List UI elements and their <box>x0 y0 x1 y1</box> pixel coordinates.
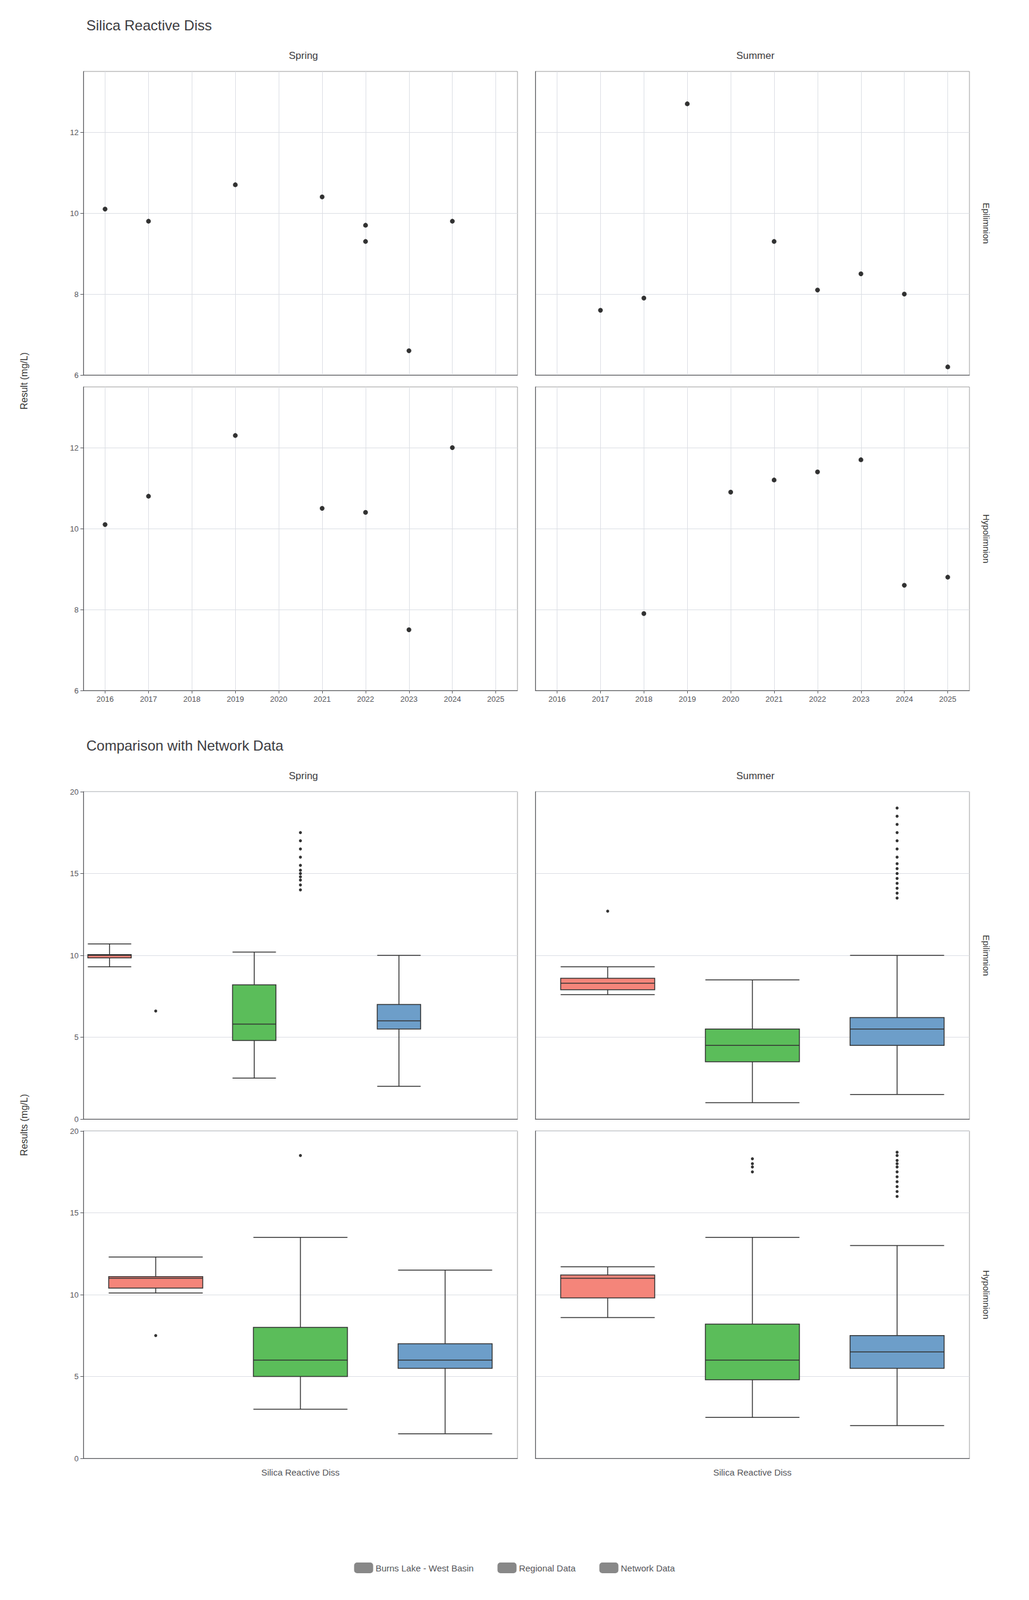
svg-text:Summer: Summer <box>736 50 775 62</box>
svg-text:12: 12 <box>70 128 79 137</box>
svg-text:Network Data: Network Data <box>620 1563 676 1574</box>
svg-text:2019: 2019 <box>226 694 245 704</box>
svg-text:2020: 2020 <box>722 694 740 704</box>
svg-text:2019: 2019 <box>678 694 697 704</box>
svg-text:5: 5 <box>74 1033 79 1043</box>
svg-text:2023: 2023 <box>852 694 870 704</box>
svg-text:Silica Reactive Diss: Silica Reactive Diss <box>261 1467 341 1478</box>
svg-text:Results (mg/L): Results (mg/L) <box>19 1094 30 1157</box>
svg-text:2017: 2017 <box>591 694 610 704</box>
svg-text:10: 10 <box>70 951 79 961</box>
svg-text:10: 10 <box>70 524 79 534</box>
svg-text:Result (mg/L): Result (mg/L) <box>19 352 30 410</box>
svg-text:2025: 2025 <box>939 694 957 704</box>
svg-text:Spring: Spring <box>288 770 318 782</box>
svg-text:10: 10 <box>70 209 79 218</box>
svg-text:0: 0 <box>74 1454 79 1464</box>
svg-text:8: 8 <box>74 605 79 615</box>
svg-text:15: 15 <box>70 869 79 879</box>
svg-text:Spring: Spring <box>288 50 318 62</box>
svg-text:Epilimnion: Epilimnion <box>981 202 992 244</box>
svg-text:2020: 2020 <box>270 694 288 704</box>
svg-text:0: 0 <box>74 1115 79 1125</box>
svg-text:2016: 2016 <box>96 694 114 704</box>
svg-text:2024: 2024 <box>895 694 913 704</box>
svg-text:2018: 2018 <box>183 694 201 704</box>
svg-text:2021: 2021 <box>765 694 783 704</box>
svg-text:5: 5 <box>74 1372 79 1382</box>
svg-text:2022: 2022 <box>808 694 826 704</box>
svg-text:Silica Reactive Diss: Silica Reactive Diss <box>713 1467 792 1478</box>
svg-text:Summer: Summer <box>736 770 775 782</box>
svg-text:2023: 2023 <box>400 694 418 704</box>
svg-text:Comparison with Network Data: Comparison with Network Data <box>86 737 284 754</box>
svg-text:Regional Data: Regional Data <box>518 1563 576 1574</box>
svg-text:Silica Reactive Diss: Silica Reactive Diss <box>86 17 212 34</box>
svg-text:Hypolimnion: Hypolimnion <box>981 1270 992 1321</box>
svg-text:2022: 2022 <box>356 694 374 704</box>
svg-text:20: 20 <box>70 1127 79 1137</box>
svg-text:20: 20 <box>70 787 79 797</box>
svg-text:6: 6 <box>74 370 79 380</box>
svg-text:2021: 2021 <box>313 694 331 704</box>
svg-text:Epilimnion: Epilimnion <box>981 934 992 977</box>
svg-text:2025: 2025 <box>487 694 505 704</box>
svg-text:Burns Lake - West Basin: Burns Lake - West Basin <box>375 1563 475 1574</box>
svg-text:6: 6 <box>74 686 79 696</box>
svg-text:10: 10 <box>70 1291 79 1300</box>
svg-text:15: 15 <box>70 1208 79 1218</box>
svg-text:12: 12 <box>70 443 79 453</box>
svg-text:Hypolimnion: Hypolimnion <box>981 514 992 564</box>
svg-text:8: 8 <box>74 290 79 299</box>
svg-text:2016: 2016 <box>548 694 566 704</box>
svg-text:2024: 2024 <box>443 694 461 704</box>
svg-text:2018: 2018 <box>635 694 653 704</box>
svg-text:2017: 2017 <box>139 694 158 704</box>
